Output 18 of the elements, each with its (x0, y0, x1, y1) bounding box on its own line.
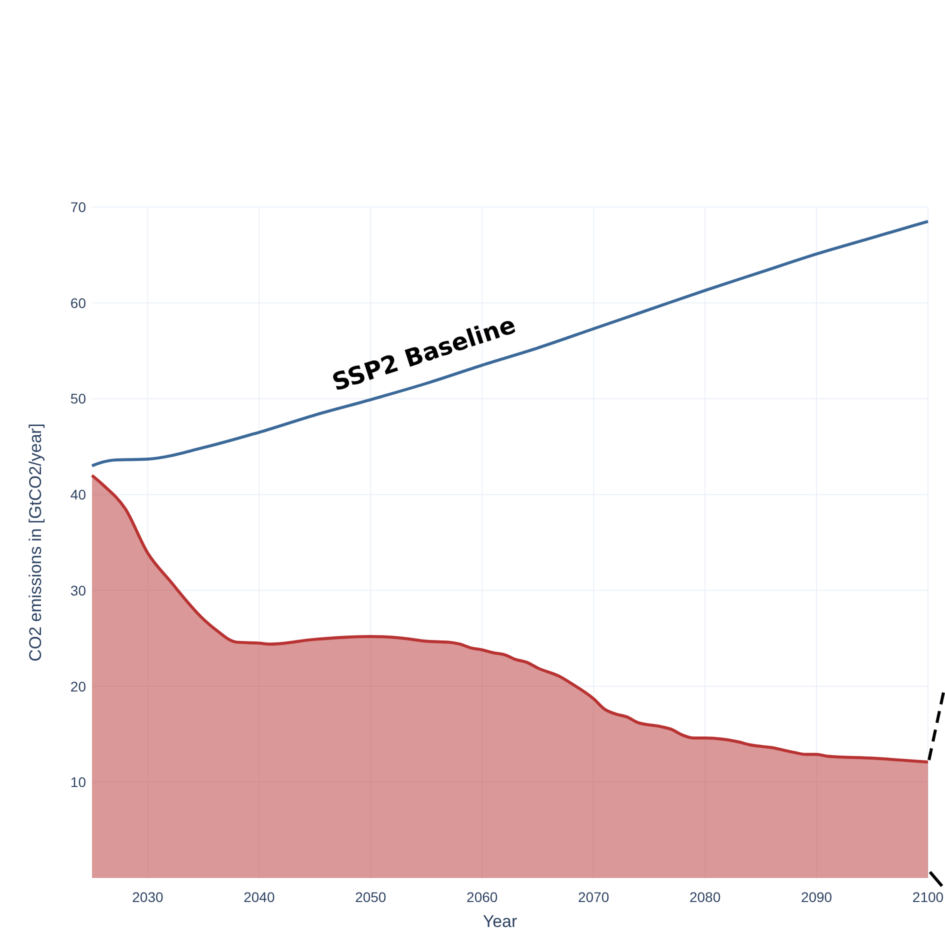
line-series (90, 220, 930, 468)
x-tick-label: 2060 (466, 889, 498, 905)
x-tick-label: 2090 (800, 889, 832, 905)
x-tick-label: 2070 (578, 889, 610, 905)
x-tick-label: 2050 (355, 889, 386, 905)
x-tick-label: 2080 (689, 889, 721, 905)
x-tick-label: 2100 (912, 889, 944, 905)
y-tick-label: 70 (70, 199, 86, 215)
y-tick-label: 40 (70, 486, 86, 503)
y-axis-title: CO2 emissions in [GtCO2/year] (26, 423, 45, 662)
y-tick-label: 50 (70, 390, 86, 407)
x-tick-label: 2030 (132, 889, 164, 905)
x-axis-title: Year (482, 912, 518, 931)
y-tick-label: 10 (70, 774, 86, 790)
y-tick-label: 60 (70, 294, 86, 311)
x-tick-label: 2040 (244, 889, 275, 905)
y-tick-label: 20 (70, 678, 86, 694)
y-tick-label: 30 (70, 582, 86, 598)
